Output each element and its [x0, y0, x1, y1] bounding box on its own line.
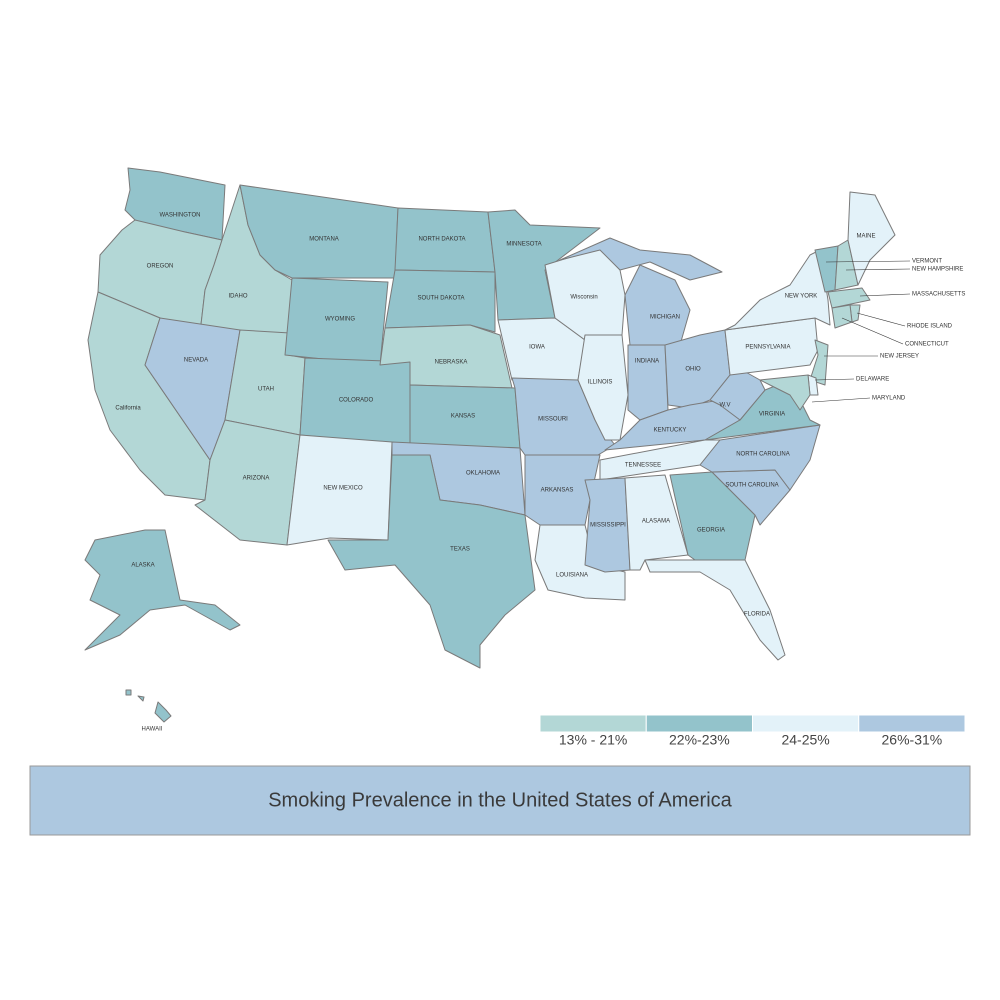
state: [699, 424, 821, 491]
state: [644, 559, 786, 661]
state: [809, 339, 829, 386]
state-label: ARIZONA: [243, 476, 270, 482]
state-label: DELAWARE: [856, 377, 889, 383]
state-label: MISSOURI: [538, 417, 568, 423]
callout-line: [856, 312, 906, 327]
callout-line: [859, 293, 911, 297]
legend-swatch: [752, 714, 860, 733]
state-label: ILLINOIS: [588, 380, 613, 386]
states: [84, 167, 896, 723]
state-label: COLORADO: [339, 398, 374, 404]
state-label: LOUISIANA: [556, 573, 588, 579]
state-label: NEW HAMPSHIRE: [912, 267, 963, 273]
legend-label: 22%-23%: [669, 732, 730, 748]
state-label: VERMONT: [912, 259, 942, 265]
state-label: ALASAMA: [642, 519, 670, 525]
state-label: KENTUCKY: [654, 428, 687, 434]
legend-swatch: [645, 714, 753, 733]
callout-line: [825, 260, 911, 263]
state-label: California: [115, 406, 141, 412]
state-label: SOUTH CAROLINA: [725, 483, 778, 489]
state-label: OHIO: [685, 367, 701, 373]
callout-line: [845, 268, 911, 271]
state-label: Wisconsin: [570, 295, 597, 301]
state-label: MASSACHUSETTS: [912, 292, 965, 298]
legend-swatch: [539, 714, 647, 733]
state-label: GEORGIA: [697, 528, 725, 534]
state-label: RHODE ISLAND: [907, 324, 953, 330]
legend-label: 24-25%: [781, 732, 829, 748]
state: [627, 344, 669, 421]
title: Smoking Prevalence in the United States …: [268, 789, 732, 811]
state-label: IOWA: [529, 345, 545, 351]
state-label: W.V: [719, 403, 730, 409]
state: [487, 209, 601, 321]
state-label: IDAHO: [228, 294, 247, 300]
callout-line: [811, 397, 871, 403]
state-label: ARKANSAS: [541, 488, 574, 494]
state-label: SOUTH DAKOTA: [418, 296, 465, 302]
state-label: UTAH: [258, 387, 274, 393]
state: [327, 454, 536, 669]
state-label: WYOMING: [325, 317, 355, 323]
state-label: HAWAII: [142, 727, 163, 733]
state-label: TEXAS: [450, 547, 470, 553]
state-label: MONTANA: [309, 237, 339, 243]
state: [125, 689, 172, 723]
state-label: KANSAS: [451, 414, 475, 420]
state: [827, 287, 871, 309]
state-label: NEW MEXICO: [323, 486, 363, 492]
state-label: ALASKA: [131, 563, 154, 569]
state-label: MICHIGAN: [650, 315, 680, 321]
state-label: MARYLAND: [872, 396, 906, 402]
callout-line: [814, 378, 855, 381]
state-label: WASHINGTON: [159, 213, 200, 219]
state: [724, 249, 831, 331]
legend-swatch: [858, 714, 966, 733]
state: [384, 269, 496, 333]
state-label: TENNESSEE: [625, 463, 661, 469]
state-label: FLORIDA: [744, 612, 770, 618]
state: [831, 304, 853, 329]
state: [577, 334, 629, 441]
state-label: NORTH CAROLINA: [736, 452, 790, 458]
state-label: PENNSYLVANIA: [745, 345, 790, 351]
state-label: NEVADA: [184, 358, 208, 364]
title-box: [29, 765, 971, 836]
state: [759, 374, 811, 411]
state-label: NEW JERSEY: [880, 354, 919, 360]
state-label: OREGON: [147, 264, 174, 270]
state-label: VIRGINIA: [759, 412, 785, 418]
state-label: OKLAHOMA: [466, 471, 500, 477]
state-label: NEW YORK: [785, 294, 818, 300]
legend-label: 13% - 21%: [559, 732, 627, 748]
state-label: MAINE: [856, 234, 875, 240]
state: [84, 529, 241, 651]
state-label: INDIANA: [635, 359, 659, 365]
callout-line: [841, 317, 904, 345]
state-label: MISSISSIPPI: [590, 523, 626, 529]
legend-label: 26%-31%: [882, 732, 943, 748]
state-label: NEBRASKA: [435, 360, 468, 366]
state-label: NORTH DAKOTA: [418, 237, 465, 243]
state-label: MINNESOTA: [506, 242, 541, 248]
state-label: CONNECTICUT: [905, 342, 949, 348]
state: [286, 434, 393, 546]
